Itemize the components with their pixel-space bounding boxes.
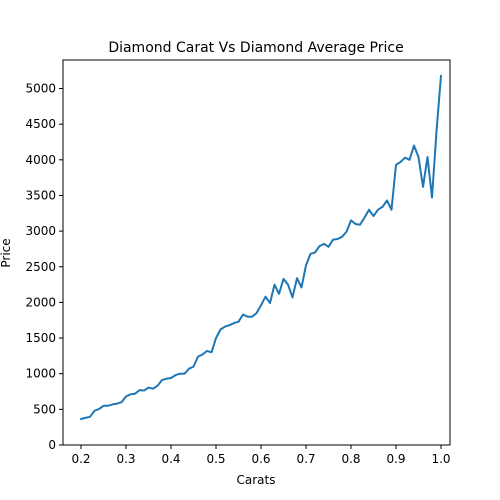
x-tick-label: 0.8: [341, 452, 360, 466]
y-tick-label: 5000: [25, 82, 56, 96]
y-axis-label: Price: [0, 238, 13, 267]
y-tick-label: 4000: [25, 153, 56, 167]
y-tick-label: 0: [48, 438, 56, 452]
x-tick-label: 0.3: [116, 452, 135, 466]
x-axis-label: Carats: [237, 473, 276, 487]
x-tick-label: 1.0: [431, 452, 450, 466]
y-tick-label: 3000: [25, 224, 56, 238]
y-tick-label: 500: [33, 402, 56, 416]
x-tick-label: 0.9: [386, 452, 405, 466]
y-tick-label: 2500: [25, 260, 56, 274]
y-tick-label: 1500: [25, 331, 56, 345]
x-tick-label: 0.5: [206, 452, 225, 466]
y-tick-label: 2000: [25, 295, 56, 309]
y-tick-label: 1000: [25, 367, 56, 381]
chart-title: Diamond Carat Vs Diamond Average Price: [108, 40, 403, 56]
x-tick-label: 0.6: [251, 452, 270, 466]
x-tick-label: 0.4: [161, 452, 180, 466]
x-tick-label: 0.2: [71, 452, 90, 466]
y-tick-label: 4500: [25, 117, 56, 131]
x-tick-label: 0.7: [296, 452, 315, 466]
y-tick-label: 3500: [25, 188, 56, 202]
